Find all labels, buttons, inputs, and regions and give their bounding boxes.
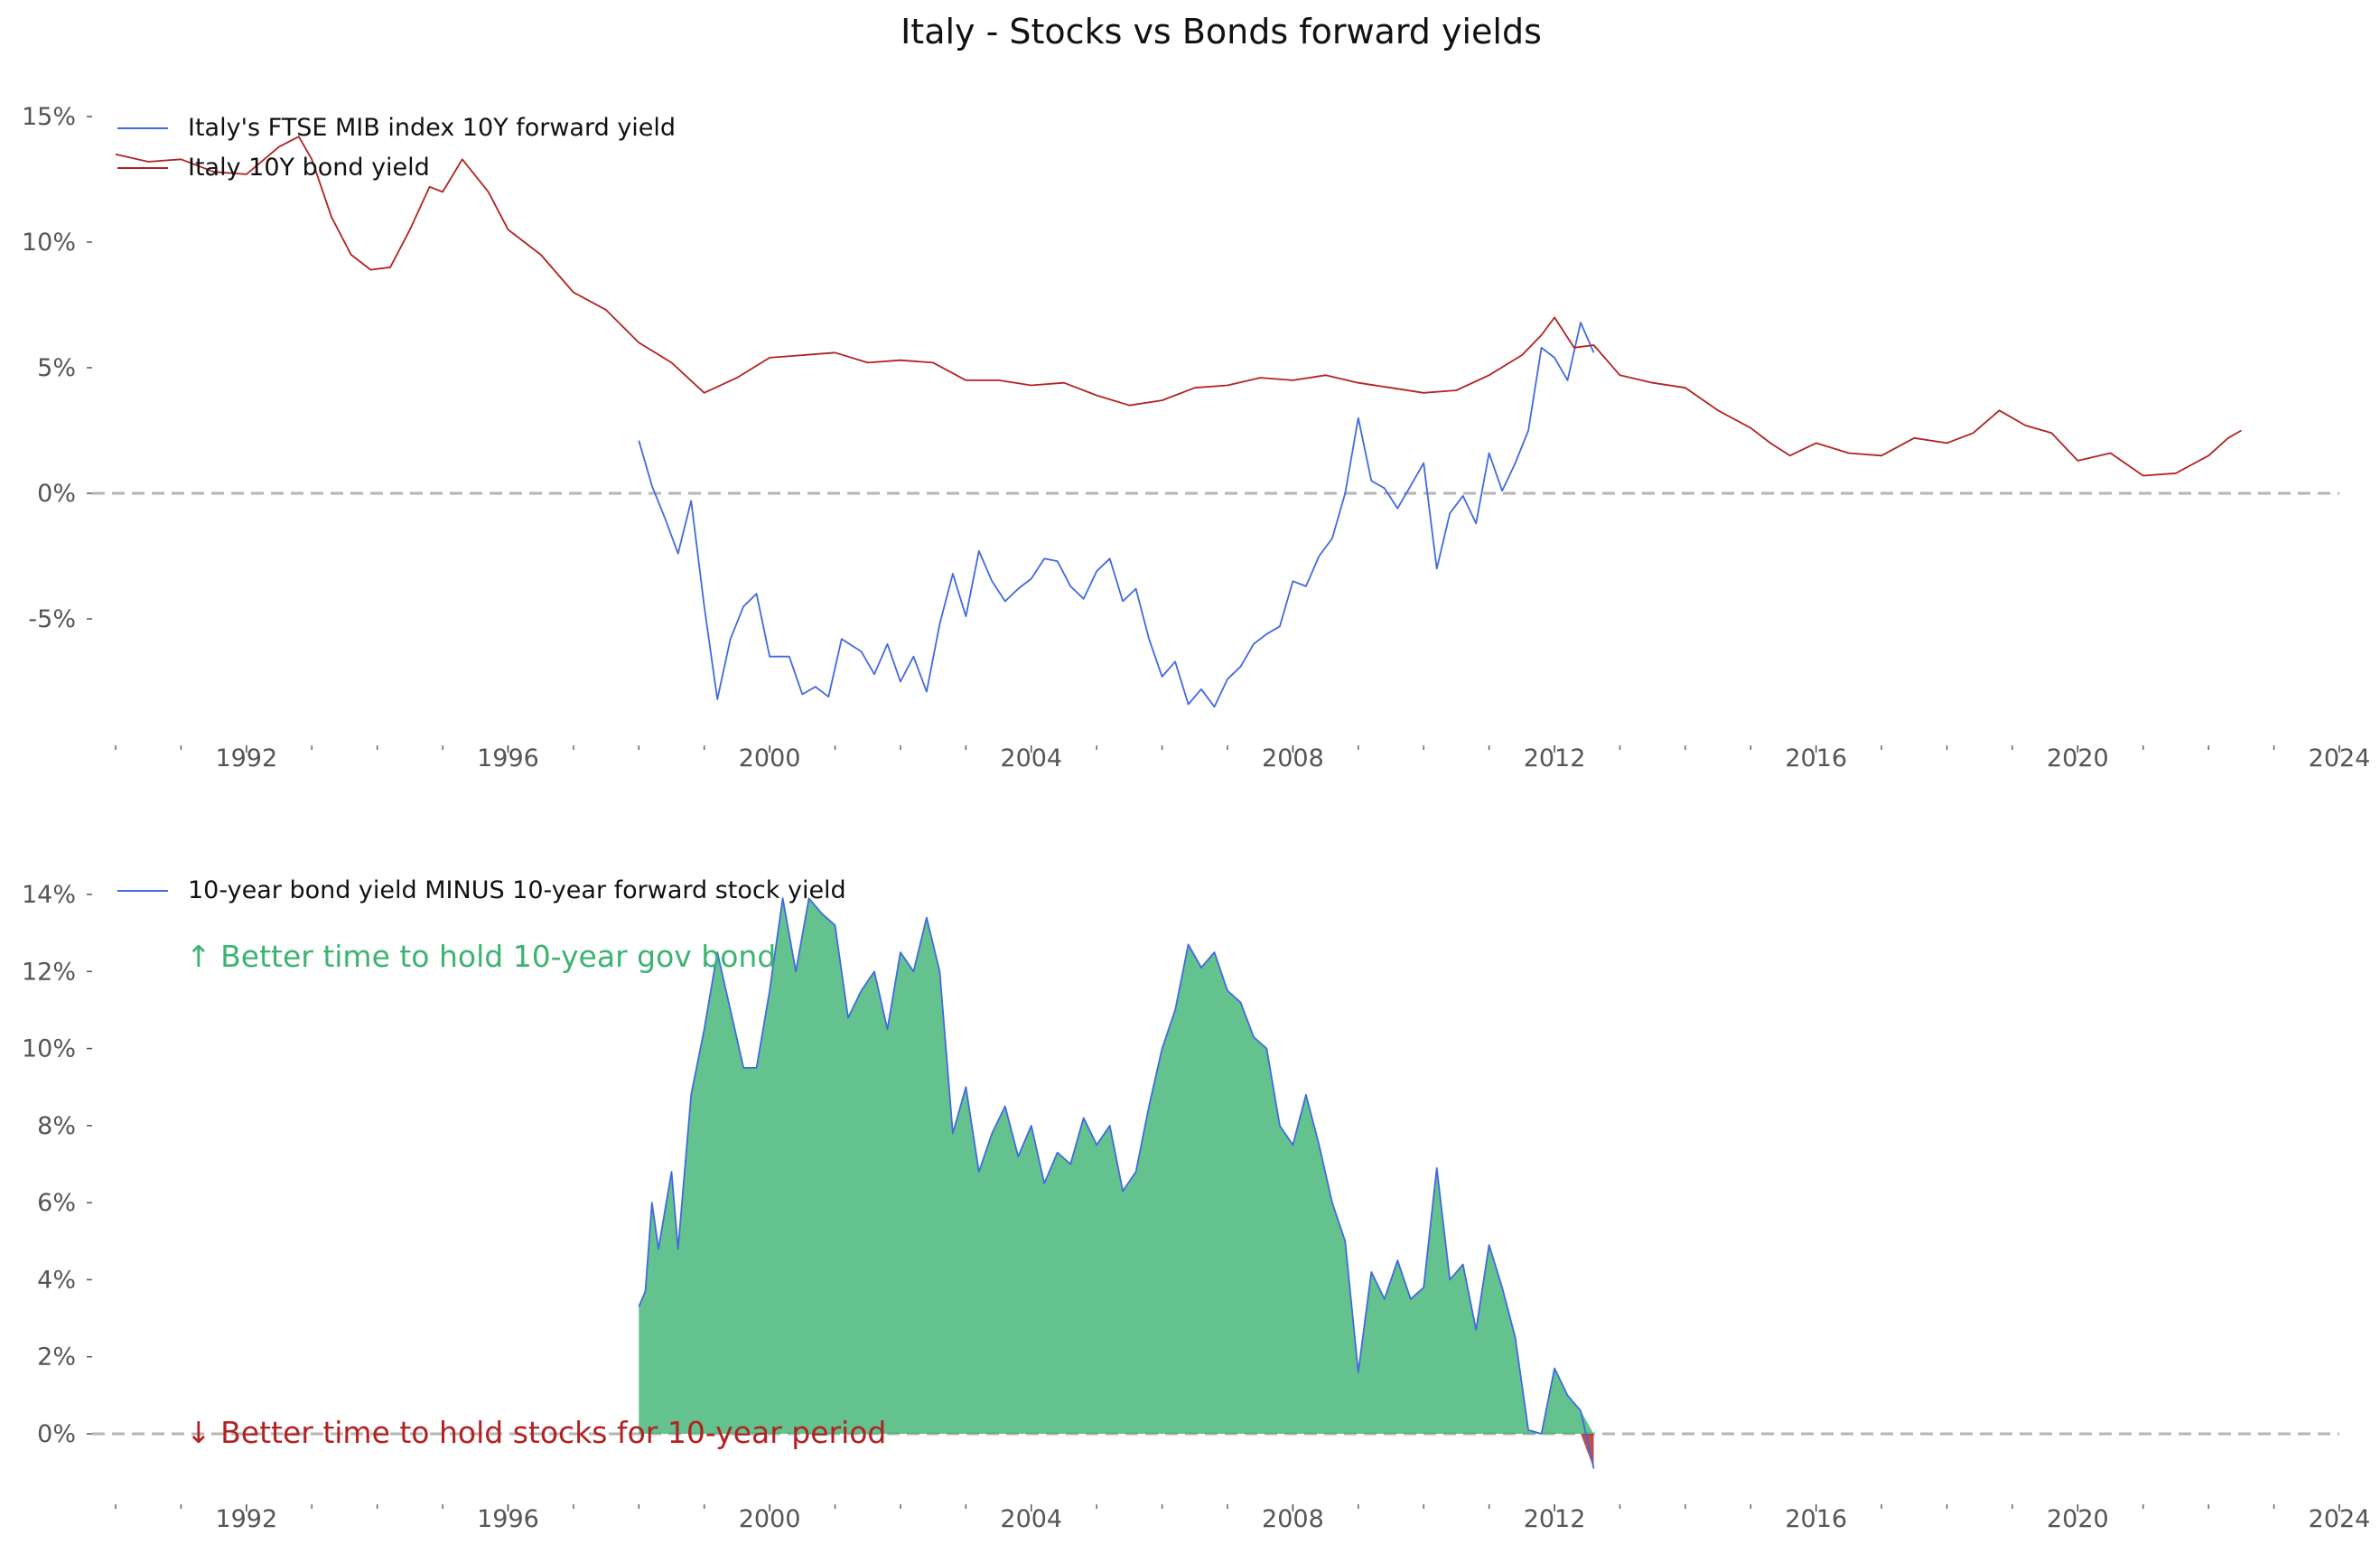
- positive-spread-area: [639, 898, 1594, 1434]
- x-tick-label: 2020: [2047, 744, 2109, 772]
- y-tick-label: 0%: [37, 480, 76, 508]
- legend-label: 10-year bond yield MINUS 10-year forward…: [188, 876, 846, 904]
- x-tick-label: 2024: [2309, 1505, 2371, 1533]
- y-tick-label: 5%: [37, 354, 76, 382]
- y-tick-label: 0%: [37, 1420, 76, 1448]
- legend-label: Italy's FTSE MIB index 10Y forward yield: [188, 114, 676, 142]
- y-tick-label: 15%: [22, 103, 76, 131]
- x-tick-label: 1996: [477, 1505, 539, 1533]
- series-line-1-0: [638, 897, 1595, 1469]
- x-tick-label: 1996: [477, 744, 539, 772]
- x-tick-label: 2004: [1000, 744, 1062, 772]
- y-tick-label: 8%: [37, 1112, 76, 1140]
- x-tick-label: 2000: [739, 744, 801, 772]
- legend-label: Italy 10Y bond yield: [188, 154, 430, 182]
- y-tick-label: 14%: [22, 881, 76, 909]
- x-tick-label: 2004: [1000, 1505, 1062, 1533]
- annotation-stocks: ↓ Better time to hold stocks for 10-year…: [186, 1415, 886, 1450]
- x-tick-label: 2012: [1524, 1505, 1586, 1533]
- y-tick-label: -5%: [28, 605, 76, 633]
- x-tick-label: 2012: [1524, 744, 1586, 772]
- series-line-0-1: [115, 136, 2242, 477]
- x-tick-label: 2008: [1262, 1505, 1324, 1533]
- y-tick-label: 10%: [22, 229, 76, 257]
- y-tick-label: 4%: [37, 1266, 76, 1294]
- annotation-bond: ↑ Better time to hold 10-year gov bond: [186, 939, 776, 974]
- x-tick-label: 2008: [1262, 744, 1324, 772]
- series-line-0-0: [638, 322, 1595, 708]
- x-tick-label: 2016: [1785, 1505, 1847, 1533]
- y-tick-label: 6%: [37, 1189, 76, 1217]
- x-tick-label: 2020: [2047, 1505, 2109, 1533]
- x-tick-label: 2000: [739, 1505, 801, 1533]
- chart-title: Italy - Stocks vs Bonds forward yields: [901, 12, 1542, 51]
- y-tick-label: 2%: [37, 1343, 76, 1371]
- y-tick-label: 10%: [22, 1035, 76, 1063]
- x-tick-label: 1992: [215, 1505, 277, 1533]
- y-tick-label: 12%: [22, 958, 76, 986]
- x-tick-label: 2016: [1785, 744, 1847, 772]
- x-tick-label: 2024: [2309, 744, 2371, 772]
- x-tick-label: 1992: [215, 744, 277, 772]
